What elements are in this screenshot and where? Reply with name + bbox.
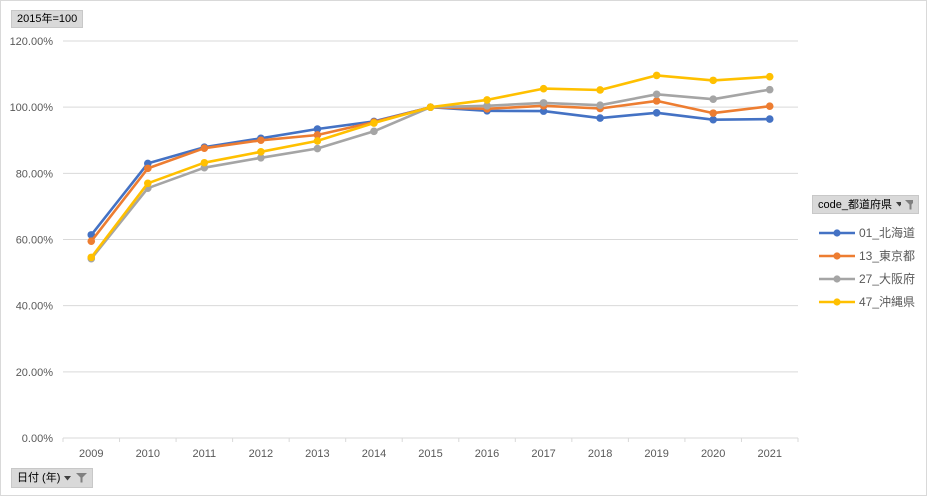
x-axis-label: 2014 <box>362 448 386 460</box>
data-point-13_東京都-2012 <box>257 136 265 145</box>
x-axis-label: 2016 <box>475 448 499 460</box>
x-axis-label: 2021 <box>757 448 781 460</box>
data-point-47_沖縄県-2013 <box>313 137 322 145</box>
data-point-47_沖縄県-2015 <box>426 103 435 111</box>
legend-field-button[interactable]: code_都道府県 <box>812 195 919 214</box>
data-point-27_大阪府-2013 <box>313 144 322 153</box>
data-point-47_沖縄県-2019 <box>652 71 661 80</box>
legend-item-label: 13_東京都 <box>859 249 916 263</box>
data-point-27_大阪府-2014 <box>370 127 378 136</box>
legend-item-27_大阪府: 27_大阪府 <box>818 267 924 290</box>
y-axis-label: 100.00% <box>10 102 54 114</box>
y-axis-label: 0.00% <box>22 433 53 445</box>
data-point-47_沖縄県-2021 <box>765 72 774 81</box>
data-point-13_東京都-2009 <box>87 237 96 245</box>
data-point-47_沖縄県-2011 <box>200 158 209 167</box>
data-point-01_北海道-2013 <box>313 125 322 133</box>
y-axis-label: 20.00% <box>16 367 54 379</box>
data-point-01_北海道-2017 <box>539 107 548 115</box>
data-point-01_北海道-2021 <box>765 115 774 123</box>
data-point-47_沖縄県-2016 <box>483 96 491 104</box>
x-axis-label: 2019 <box>644 448 668 460</box>
data-point-27_大阪府-2020 <box>709 95 717 104</box>
legend-item-label: 01_北海道 <box>859 226 916 240</box>
x-axis-label: 2015 <box>418 448 442 460</box>
legend-marker-icon <box>819 251 855 260</box>
date-field-label: 日付 (年) <box>17 472 61 484</box>
data-point-01_北海道-2020 <box>709 115 717 124</box>
data-point-47_沖縄県-2018 <box>596 86 604 94</box>
legend: code_都道府県 01_北海道 13_東京都 27_大阪府 47_沖縄県 <box>812 195 924 313</box>
data-point-01_北海道-2019 <box>652 108 661 117</box>
data-point-13_東京都-2020 <box>709 109 717 117</box>
x-axis-label: 2012 <box>249 448 273 460</box>
legend-item-01_北海道: 01_北海道 <box>818 221 924 244</box>
data-point-01_北海道-2018 <box>596 114 604 122</box>
data-point-47_沖縄県-2017 <box>539 84 548 93</box>
data-point-27_大阪府-2016 <box>483 102 491 110</box>
legend-marker-icon <box>819 274 855 283</box>
x-axis-label: 2009 <box>79 448 103 460</box>
x-axis-label: 2011 <box>193 448 217 460</box>
data-point-13_東京都-2010 <box>144 164 152 173</box>
legend-item-label: 27_大阪府 <box>859 272 916 286</box>
data-point-47_沖縄県-2010 <box>144 179 152 188</box>
data-point-27_大阪府-2017 <box>539 99 548 107</box>
y-axis-label: 40.00% <box>16 301 54 313</box>
legend-marker-icon <box>819 228 855 237</box>
legend-item-label: 47_沖縄県 <box>859 295 916 309</box>
data-point-13_東京都-2013 <box>313 131 322 139</box>
x-axis-label: 2020 <box>701 448 725 460</box>
chart-title: 2015年=100 <box>11 10 84 28</box>
data-point-47_沖縄県-2014 <box>370 119 378 127</box>
y-axis-label: 120.00% <box>10 36 54 48</box>
data-point-27_大阪府-2018 <box>596 101 604 109</box>
chevron-down-icon <box>895 202 902 207</box>
filter-icon <box>76 473 88 483</box>
legend-item-13_東京都: 13_東京都 <box>818 244 924 267</box>
x-axis-label: 2018 <box>588 448 612 460</box>
legend-item-47_沖縄県: 47_沖縄県 <box>818 290 924 313</box>
data-point-47_沖縄県-2020 <box>709 76 717 85</box>
x-axis-label: 2017 <box>531 448 555 460</box>
chevron-down-icon <box>64 475 72 480</box>
legend-marker-icon <box>819 297 855 306</box>
data-point-47_沖縄県-2009 <box>87 253 96 262</box>
legend-items: 01_北海道 13_東京都 27_大阪府 47_沖縄県 <box>812 221 924 313</box>
filter-icon <box>905 199 913 209</box>
date-field-button[interactable]: 日付 (年) <box>11 468 94 488</box>
legend-field-label: code_都道府県 <box>818 198 892 211</box>
data-point-13_東京都-2021 <box>765 102 774 110</box>
data-point-27_大阪府-2021 <box>765 85 774 94</box>
data-point-13_東京都-2019 <box>652 97 661 105</box>
data-point-27_大阪府-2012 <box>257 153 265 162</box>
x-axis-label: 2010 <box>136 448 160 460</box>
data-point-27_大阪府-2019 <box>652 90 661 99</box>
data-point-13_東京都-2011 <box>200 144 209 152</box>
y-axis-label: 80.00% <box>16 168 54 180</box>
data-point-47_沖縄県-2012 <box>257 148 265 156</box>
x-axis-label: 2013 <box>305 448 329 460</box>
y-axis-label: 60.00% <box>16 235 54 247</box>
